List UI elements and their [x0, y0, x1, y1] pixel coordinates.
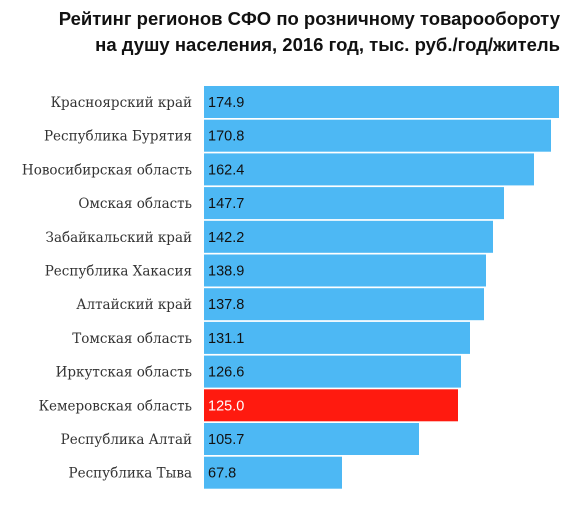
- bar: [204, 456, 342, 489]
- value-label: 105.7: [208, 432, 244, 448]
- category-label: Алтайский край: [76, 297, 192, 313]
- bar: [204, 288, 484, 321]
- category-label: Иркутская область: [56, 365, 192, 381]
- category-label: Омская область: [78, 196, 192, 212]
- value-label: 162.4: [208, 162, 244, 178]
- chart-title-line-1: Рейтинг регионов СФО по розничному товар…: [58, 8, 560, 29]
- category-label: Республика Тыва: [69, 466, 192, 482]
- value-label: 170.8: [208, 129, 244, 145]
- bar: [204, 86, 559, 118]
- bar: [204, 254, 486, 287]
- value-label: 131.1: [208, 331, 244, 347]
- value-label: 174.9: [208, 95, 244, 111]
- chart-title-line-2: на душу населения, 2016 год, тыс. руб./г…: [95, 34, 560, 55]
- chart-title: Рейтинг регионов СФО по розничному товар…: [20, 6, 560, 58]
- category-label: Забайкальский край: [46, 230, 192, 246]
- bar: [204, 187, 504, 220]
- bar: [204, 423, 419, 455]
- bar: [204, 119, 551, 152]
- bar: [204, 153, 534, 186]
- value-label: 138.9: [208, 264, 244, 280]
- category-label: Новосибирская область: [22, 162, 192, 178]
- value-label: 147.7: [208, 196, 244, 212]
- value-label: 137.8: [208, 297, 244, 313]
- category-label: Республика Хакасия: [45, 264, 192, 280]
- value-label: 126.6: [208, 365, 244, 381]
- value-label: 125.0: [208, 398, 244, 414]
- value-label: 67.8: [208, 466, 236, 482]
- bar: [204, 220, 493, 253]
- category-label: Республика Алтай: [61, 432, 192, 448]
- category-label: Красноярский край: [51, 95, 192, 111]
- bar: [204, 355, 461, 388]
- category-label: Кемеровская область: [39, 398, 192, 414]
- bar: [204, 389, 458, 422]
- bar: [204, 321, 470, 354]
- category-label: Томская область: [72, 331, 192, 347]
- category-label: Республика Бурятия: [44, 129, 192, 145]
- value-label: 142.2: [208, 230, 244, 246]
